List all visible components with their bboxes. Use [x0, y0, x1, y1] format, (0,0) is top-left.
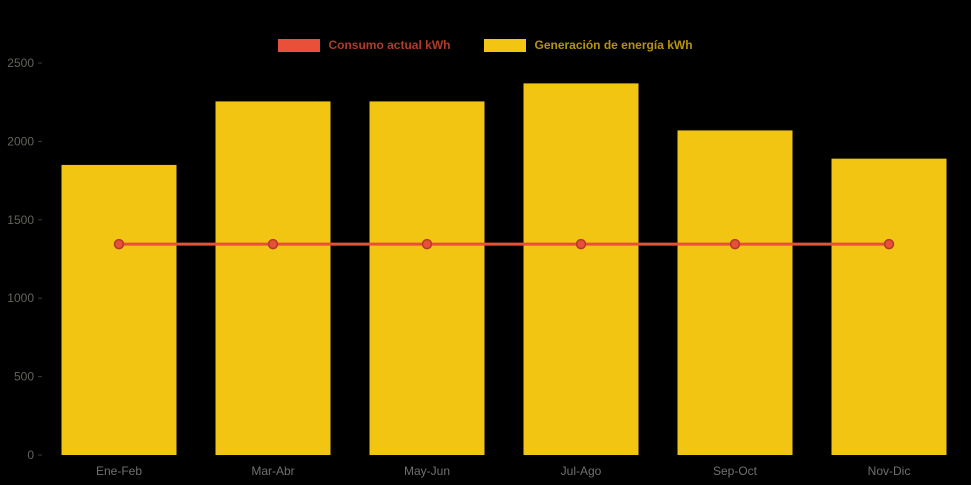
legend-label-consumo: Consumo actual kWh — [328, 38, 451, 52]
x-axis-label-Sep-Oct: Sep-Oct — [713, 464, 758, 478]
bar-Jul-Ago[interactable] — [523, 83, 639, 455]
legend-item-consumo[interactable]: Consumo actual kWh — [278, 38, 450, 52]
line-marker-Nov-Dic[interactable] — [883, 238, 895, 250]
chart-legend: Consumo actual kWh Generación de energía… — [0, 38, 971, 52]
bar-Mar-Abr[interactable] — [215, 101, 331, 455]
y-axis-tick-label: 1000 — [7, 291, 34, 305]
bar-Nov-Dic[interactable] — [831, 158, 947, 455]
y-axis-tick-label: 0 — [27, 448, 34, 462]
legend-label-generacion: Generación de energía kWh — [534, 38, 693, 52]
bar-Ene-Feb[interactable] — [61, 164, 177, 456]
consumo-series-swatch-icon — [278, 38, 321, 52]
line-marker-Mar-Abr[interactable] — [267, 238, 279, 250]
x-axis-label-Jul-Ago: Jul-Ago — [561, 464, 602, 478]
y-axis-tick-label: 500 — [14, 370, 34, 384]
y-axis-tick-label: 2000 — [7, 134, 34, 148]
line-marker-May-Jun[interactable] — [421, 238, 433, 250]
line-marker-Jul-Ago[interactable] — [575, 238, 587, 250]
x-axis-label-May-Jun: May-Jun — [404, 464, 450, 478]
x-axis-label-Mar-Abr: Mar-Abr — [251, 464, 294, 478]
legend-item-generacion[interactable]: Generación de energía kWh — [484, 38, 693, 52]
y-axis-tick-label: 1500 — [7, 213, 34, 227]
y-axis-tick-label: 2500 — [7, 56, 34, 70]
bar-May-Jun[interactable] — [369, 101, 485, 455]
line-marker-Ene-Feb[interactable] — [113, 238, 125, 250]
x-axis-label-Ene-Feb: Ene-Feb — [96, 464, 142, 478]
generacion-series-swatch-icon — [484, 38, 527, 52]
bar-Sep-Oct[interactable] — [677, 130, 793, 455]
x-axis-label-Nov-Dic: Nov-Dic — [868, 464, 911, 478]
line-marker-Sep-Oct[interactable] — [729, 238, 741, 250]
